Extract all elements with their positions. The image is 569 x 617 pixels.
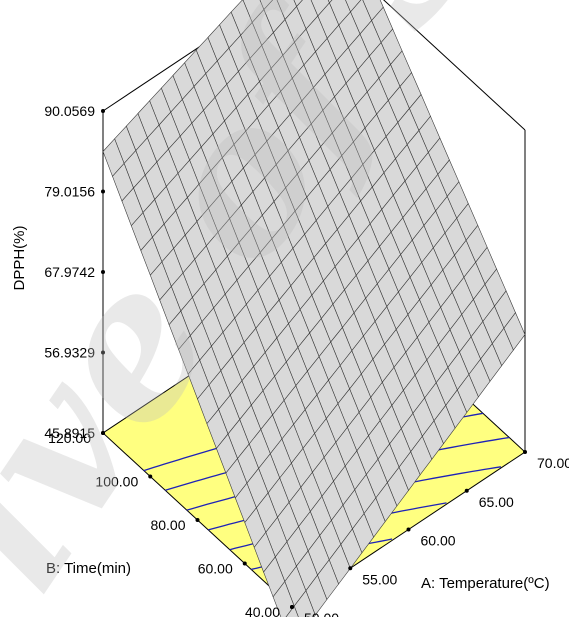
z-axis-title: DPPH(%) bbox=[11, 225, 28, 290]
x-tick-label: 65.00 bbox=[479, 494, 514, 510]
x-tick-mark bbox=[523, 450, 527, 454]
response-surface bbox=[102, 0, 526, 617]
surface-cell bbox=[285, 605, 299, 617]
z-tick-label: 56.9329 bbox=[44, 344, 95, 360]
x-tick-label: 55.00 bbox=[362, 571, 397, 587]
y-tick-label: 60.00 bbox=[198, 561, 233, 577]
z-tick-label: 79.0156 bbox=[44, 183, 95, 199]
x-tick-mark bbox=[348, 566, 353, 571]
x-tick-mark bbox=[464, 488, 469, 493]
x-tick-mark bbox=[406, 527, 411, 532]
y-tick-mark bbox=[101, 431, 105, 435]
z-tick-mark bbox=[101, 350, 105, 355]
y-tick-mark bbox=[195, 518, 200, 522]
y-tick-label: 100.00 bbox=[95, 474, 138, 490]
x-tick-label: 70.00 bbox=[537, 455, 569, 471]
y-axis-title: B: Time(min) bbox=[46, 560, 131, 577]
z-tick-mark bbox=[101, 189, 105, 194]
z-tick-label: 67.9742 bbox=[44, 264, 95, 280]
tick-labels: 45.8915 56.9329 67.9742 79.0156 90.0569 40.00… bbox=[44, 103, 569, 617]
y-tick-label: 40.00 bbox=[245, 604, 280, 617]
x-axis-title: A: Temperature(ºC) bbox=[421, 575, 550, 592]
y-tick-mark bbox=[242, 561, 247, 566]
x-tick-label: 50.00 bbox=[304, 610, 339, 617]
x-tick-mark bbox=[290, 605, 294, 609]
y-tick-label: 80.00 bbox=[150, 517, 185, 533]
z-tick-label: 90.0569 bbox=[44, 103, 95, 119]
x-tick-label: 60.00 bbox=[421, 533, 456, 549]
box-edge-top-right bbox=[383, 0, 526, 131]
z-tick-mark bbox=[101, 109, 105, 113]
z-tick-mark bbox=[101, 270, 105, 274]
y-tick-mark bbox=[148, 474, 153, 479]
z-tick-label: 45.8915 bbox=[44, 425, 95, 441]
y-tick-label: 120.00 bbox=[48, 430, 91, 446]
